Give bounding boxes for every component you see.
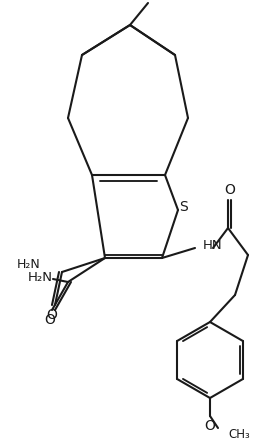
Text: O: O xyxy=(45,313,55,327)
Text: S: S xyxy=(179,200,187,214)
Text: HN: HN xyxy=(203,238,223,251)
Text: O: O xyxy=(225,183,235,197)
Text: O: O xyxy=(204,419,215,433)
Text: CH₃: CH₃ xyxy=(228,428,250,440)
Text: O: O xyxy=(47,308,58,322)
Text: H₂N: H₂N xyxy=(16,258,40,270)
Text: H₂N: H₂N xyxy=(27,270,52,284)
